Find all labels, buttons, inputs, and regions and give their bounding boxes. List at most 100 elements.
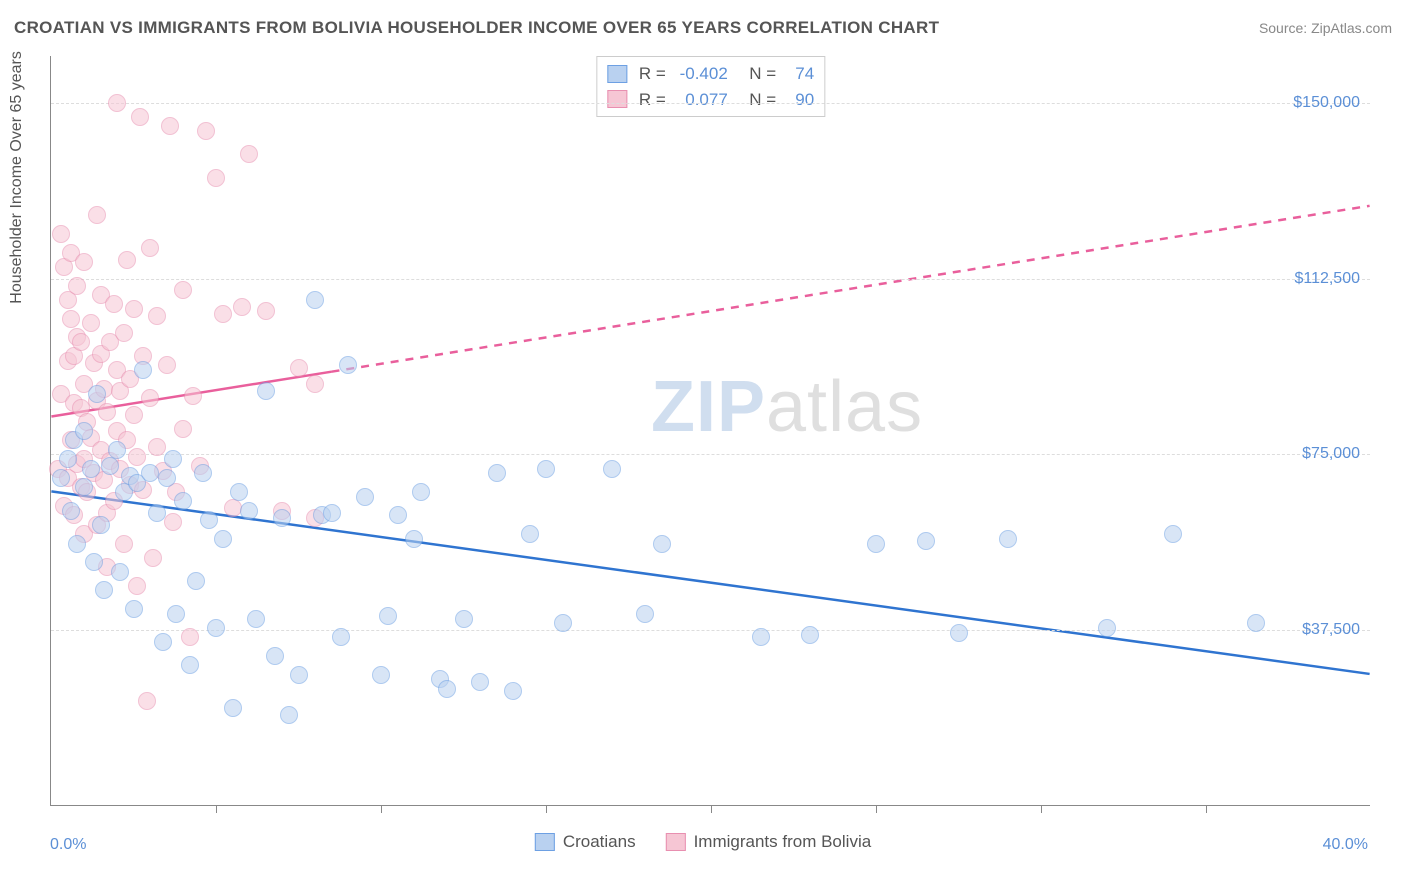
data-point xyxy=(504,682,522,700)
data-point xyxy=(653,535,671,553)
data-point xyxy=(174,281,192,299)
data-point xyxy=(488,464,506,482)
data-point xyxy=(167,605,185,623)
data-point xyxy=(379,607,397,625)
data-point xyxy=(128,577,146,595)
data-point xyxy=(101,457,119,475)
data-point xyxy=(257,382,275,400)
data-point xyxy=(174,420,192,438)
legend-bottom-item-0: Croatians xyxy=(535,832,636,852)
y-tick-label: $150,000 xyxy=(1293,94,1360,112)
data-point xyxy=(115,535,133,553)
x-tick xyxy=(546,805,547,813)
trend-lines-svg xyxy=(51,56,1370,805)
data-point xyxy=(82,314,100,332)
data-point xyxy=(1098,619,1116,637)
data-point xyxy=(52,225,70,243)
legend-bottom-label-1: Immigrants from Bolivia xyxy=(694,832,872,852)
data-point xyxy=(105,295,123,313)
data-point xyxy=(128,448,146,466)
data-point xyxy=(207,619,225,637)
data-point xyxy=(164,450,182,468)
data-point xyxy=(197,122,215,140)
data-point xyxy=(455,610,473,628)
data-point xyxy=(184,387,202,405)
data-point xyxy=(306,291,324,309)
legend-swatch-1 xyxy=(607,90,627,108)
data-point xyxy=(118,251,136,269)
r-label-1: R = xyxy=(639,87,666,113)
legend-stats-row-0: R = -0.402 N = 74 xyxy=(607,61,814,87)
data-point xyxy=(62,502,80,520)
data-point xyxy=(290,666,308,684)
data-point xyxy=(636,605,654,623)
data-point xyxy=(108,441,126,459)
data-point xyxy=(554,614,572,632)
y-tick-label: $112,500 xyxy=(1294,270,1360,288)
data-point xyxy=(214,530,232,548)
data-point xyxy=(372,666,390,684)
data-point xyxy=(148,438,166,456)
data-point xyxy=(98,403,116,421)
n-value-0: 74 xyxy=(782,61,814,87)
data-point xyxy=(75,253,93,271)
data-point xyxy=(537,460,555,478)
data-point xyxy=(389,506,407,524)
watermark: ZIPatlas xyxy=(651,366,923,448)
data-point xyxy=(68,277,86,295)
x-axis-max-label: 40.0% xyxy=(1323,836,1368,854)
data-point xyxy=(200,511,218,529)
data-point xyxy=(917,532,935,550)
data-point xyxy=(323,504,341,522)
data-point xyxy=(240,502,258,520)
gridline xyxy=(51,454,1370,455)
y-tick-label: $75,000 xyxy=(1302,445,1360,463)
data-point xyxy=(233,298,251,316)
data-point xyxy=(75,422,93,440)
data-point xyxy=(111,563,129,581)
data-point xyxy=(134,361,152,379)
legend-swatch-0 xyxy=(607,65,627,83)
y-tick-label: $37,500 xyxy=(1302,621,1360,639)
watermark-atlas: atlas xyxy=(766,367,923,447)
data-point xyxy=(214,305,232,323)
data-point xyxy=(438,680,456,698)
data-point xyxy=(181,656,199,674)
data-point xyxy=(115,324,133,342)
data-point xyxy=(801,626,819,644)
data-point xyxy=(164,513,182,531)
n-value-1: 90 xyxy=(782,87,814,113)
data-point xyxy=(154,633,172,651)
data-point xyxy=(108,94,126,112)
data-point xyxy=(290,359,308,377)
data-point xyxy=(257,302,275,320)
data-point xyxy=(187,572,205,590)
gridline xyxy=(51,103,1370,104)
data-point xyxy=(412,483,430,501)
data-point xyxy=(85,553,103,571)
data-point xyxy=(273,509,291,527)
data-point xyxy=(752,628,770,646)
data-point xyxy=(62,310,80,328)
data-point xyxy=(224,699,242,717)
data-point xyxy=(194,464,212,482)
data-point xyxy=(131,108,149,126)
chart-header: CROATIAN VS IMMIGRANTS FROM BOLIVIA HOUS… xyxy=(14,18,1392,38)
data-point xyxy=(125,406,143,424)
data-point xyxy=(207,169,225,187)
data-point xyxy=(88,385,106,403)
x-tick xyxy=(711,805,712,813)
data-point xyxy=(521,525,539,543)
data-point xyxy=(339,356,357,374)
data-point xyxy=(230,483,248,501)
data-point xyxy=(266,647,284,665)
data-point xyxy=(125,300,143,318)
data-point xyxy=(280,706,298,724)
data-point xyxy=(181,628,199,646)
data-point xyxy=(1164,525,1182,543)
data-point xyxy=(92,516,110,534)
data-point xyxy=(247,610,265,628)
data-point xyxy=(405,530,423,548)
data-point xyxy=(240,145,258,163)
source-label: Source: ZipAtlas.com xyxy=(1259,20,1392,36)
